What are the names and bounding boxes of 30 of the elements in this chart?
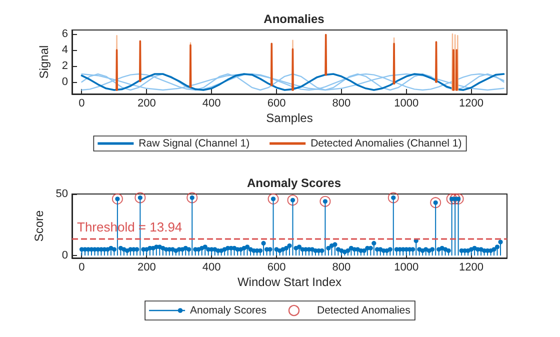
legend-label: Raw Signal (Channel 1) xyxy=(138,138,250,150)
x-tick-label: 200 xyxy=(137,98,156,110)
legend-label: Detected Anomalies xyxy=(316,304,410,316)
x-tick-label: 800 xyxy=(332,262,351,274)
x-axis-title: Window Start Index xyxy=(237,275,342,289)
x-tick-label: 400 xyxy=(202,262,221,274)
x-tick-label: 0 xyxy=(78,262,85,274)
x-tick-label: 600 xyxy=(267,262,286,274)
chart-title: Anomalies xyxy=(264,12,325,26)
x-tick-label: 600 xyxy=(267,98,286,110)
x-tick-label: 0 xyxy=(78,98,85,110)
x-tick-label: 800 xyxy=(332,98,351,110)
x-axis-title: Samples xyxy=(266,111,313,125)
x-tick-label: 200 xyxy=(137,262,156,274)
x-tick-label: 1200 xyxy=(459,98,484,110)
y-tick-label: 50 xyxy=(56,188,68,200)
y-tick-label: 6 xyxy=(62,28,68,40)
y-axis-title: Score xyxy=(32,210,46,242)
x-tick-label: 1000 xyxy=(394,98,419,110)
y-axis-title: Signal xyxy=(37,45,51,79)
chart-title: Anomaly Scores xyxy=(246,176,342,190)
y-tick-label: 2 xyxy=(62,60,68,72)
x-tick-label: 400 xyxy=(202,98,221,110)
y-tick-label: 0 xyxy=(62,250,68,262)
legend-label: Detected Anomalies (Channel 1) xyxy=(310,138,462,150)
x-tick-label: 1000 xyxy=(394,262,419,274)
x-tick-label: 1200 xyxy=(459,262,484,274)
y-tick-label: 4 xyxy=(62,44,68,56)
legend-label: Anomaly Scores xyxy=(190,304,266,316)
y-tick-label: 0 xyxy=(62,76,68,88)
